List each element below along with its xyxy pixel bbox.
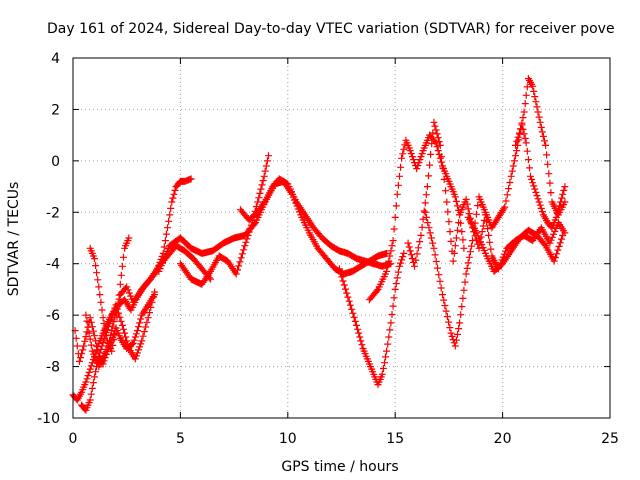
y-tick-label: 0 bbox=[51, 154, 60, 170]
x-tick-label: 5 bbox=[176, 431, 185, 447]
y-axis-label: SDTVAR / TECUs bbox=[6, 182, 22, 297]
series-track-i bbox=[335, 249, 408, 389]
y-tick-label: 4 bbox=[51, 51, 60, 67]
series-track-j bbox=[365, 131, 468, 304]
chart-title: Day 161 of 2024, Sidereal Day-to-day VTE… bbox=[47, 21, 615, 37]
series-points bbox=[464, 213, 567, 275]
grid-lines bbox=[73, 58, 610, 418]
x-tick-label: 0 bbox=[69, 431, 78, 447]
x-tick-label: 10 bbox=[279, 431, 297, 447]
series-track-a bbox=[69, 175, 195, 404]
series-points bbox=[335, 249, 408, 389]
series-points bbox=[404, 118, 569, 273]
y-tick-label: -2 bbox=[46, 205, 60, 221]
x-tick-label: 15 bbox=[386, 431, 404, 447]
y-tick-label: -6 bbox=[46, 308, 60, 324]
series-points bbox=[82, 291, 159, 371]
y-tick-label: -10 bbox=[37, 411, 60, 427]
series-points bbox=[421, 75, 569, 350]
series-track-l bbox=[421, 75, 569, 350]
x-tick-label: 25 bbox=[601, 431, 619, 447]
data-points bbox=[69, 75, 569, 414]
series-points bbox=[176, 152, 272, 288]
series-points bbox=[365, 131, 468, 304]
series-points bbox=[512, 121, 569, 232]
x-axis-label: GPS time / hours bbox=[281, 459, 398, 475]
y-tick-label: -4 bbox=[46, 257, 60, 273]
x-tick-label: 20 bbox=[494, 431, 512, 447]
series-track-k bbox=[404, 118, 569, 273]
series-points bbox=[71, 242, 214, 368]
series-points bbox=[69, 175, 195, 404]
series-points bbox=[237, 177, 391, 278]
tick-labels: 0 5 10 15 20 25 -10 -8 -6 -4 -2 0 2 4 bbox=[37, 51, 619, 447]
series-track-h bbox=[237, 177, 391, 278]
series-track-e bbox=[82, 291, 159, 371]
series-track-n bbox=[464, 213, 567, 275]
series-track-b bbox=[71, 242, 214, 368]
plot-frame bbox=[72, 57, 611, 419]
y-tick-label: -8 bbox=[46, 360, 60, 376]
series-track-g bbox=[176, 152, 272, 288]
series-track-m bbox=[512, 121, 569, 232]
y-tick-label: 2 bbox=[51, 102, 60, 118]
